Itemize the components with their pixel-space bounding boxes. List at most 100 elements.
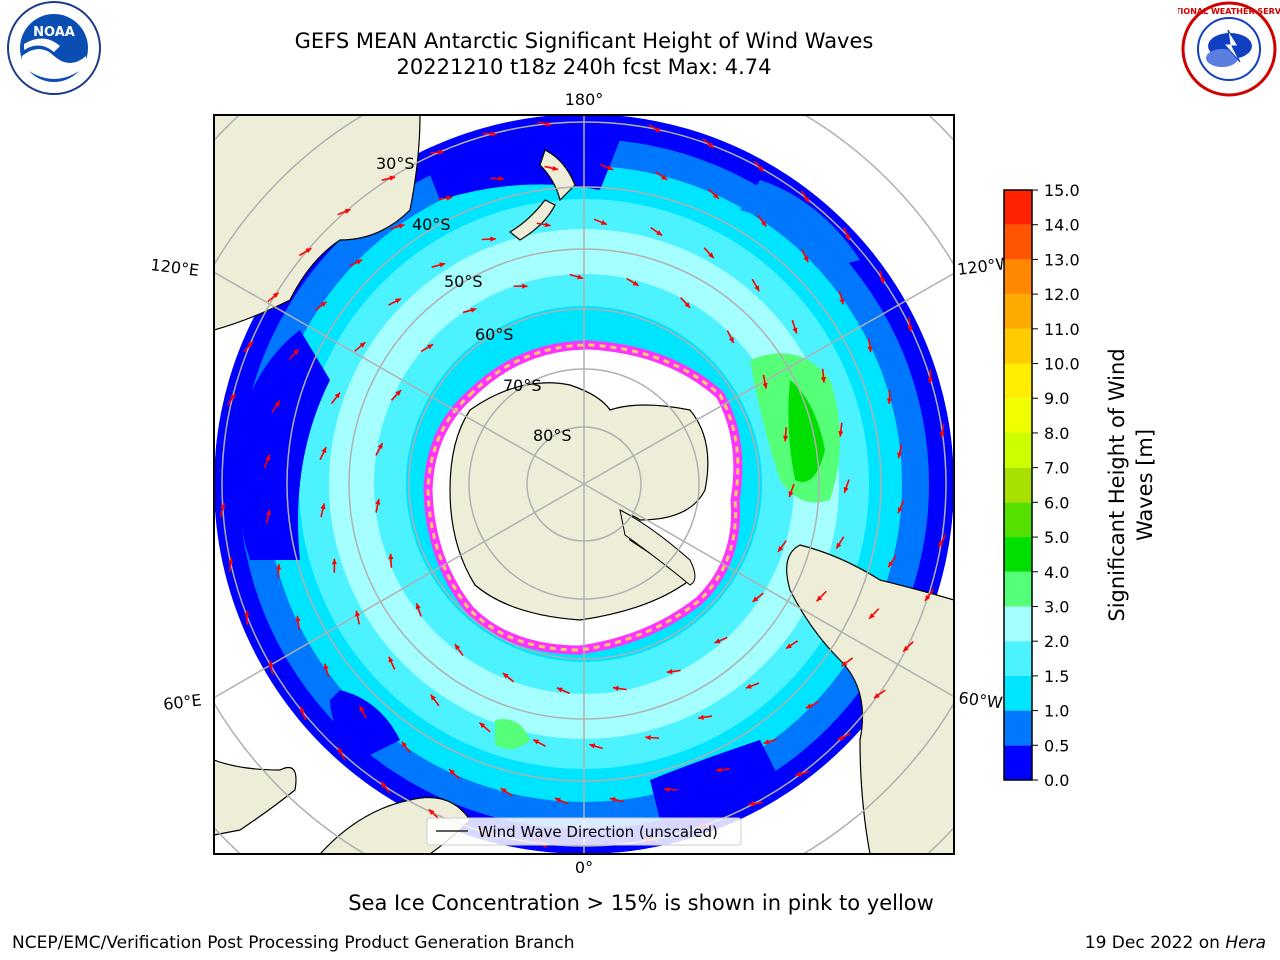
wind-arrow-head [752, 596, 759, 602]
wind-arrow-head [220, 503, 226, 510]
wind-arrow-head [228, 557, 234, 564]
wind-arrow-head [545, 121, 552, 127]
wind-arrow-head [395, 390, 402, 396]
wind-arrow-head [430, 694, 436, 701]
wind-arrow-head [903, 645, 909, 652]
wind-arrow-head [843, 486, 849, 493]
wind-arrow-head [938, 541, 944, 548]
colorbar-tick-label: 13.0 [1044, 250, 1080, 269]
wind-arrow-head [491, 131, 497, 137]
lon-label-180: 180° [565, 90, 604, 109]
wind-arrow-head [446, 195, 453, 201]
wind-arrow-head [788, 491, 794, 498]
colorbar-tick-label: 5.0 [1044, 528, 1069, 547]
wind-arrow-head [907, 326, 913, 332]
wind-arrow-head [502, 672, 509, 679]
colorbar-frame [1003, 189, 1033, 781]
colorbar-tick-label: 1.0 [1044, 702, 1069, 721]
wind-arrow-head [632, 280, 639, 286]
wind-arrow-head [334, 392, 341, 399]
colorbar-label-line2: Waves [m] [1133, 429, 1157, 541]
wind-arrow-head [888, 561, 894, 568]
wind-arrow-head [684, 302, 691, 308]
wind-arrow-head [836, 542, 842, 549]
wind-arrow-head [714, 638, 721, 644]
lon-label-60e: 60°E [162, 690, 202, 714]
wind-arrow-head [331, 558, 337, 565]
wind-arrow-head [897, 452, 903, 459]
wind-arrow-head [305, 248, 312, 254]
wind-arrow-head [359, 705, 365, 712]
wind-arrow-head [274, 400, 280, 407]
colorbar-segment [1004, 259, 1032, 295]
wind-arrow-head [401, 741, 408, 748]
figure-subtitle: 20221210 t18z 240h fcst Max: 4.74 [396, 55, 772, 79]
wind-arrow-head [479, 722, 486, 729]
wind-arrow-head [229, 393, 236, 400]
wind-arrow-head [552, 165, 559, 171]
colorbar-tick-label: 3.0 [1044, 597, 1069, 616]
wind-arrow-head [344, 208, 351, 214]
wind-arrow-head [886, 398, 893, 404]
wind-arrow-head [544, 222, 551, 228]
colorbar-segment [1004, 641, 1032, 676]
wind-arrow-head [927, 377, 933, 384]
noaa-logo: NOAA [7, 1, 101, 95]
colorbar-segment [1004, 294, 1032, 329]
wind-arrow-head [879, 277, 885, 284]
wind-arrow-head [321, 447, 327, 454]
wind-arrow-head [612, 685, 619, 691]
wind-arrow-head [838, 430, 844, 437]
colorbar-segment [1004, 190, 1032, 225]
colorbar-tick-label: 0.0 [1044, 771, 1069, 790]
antarctic-peninsula [619, 509, 696, 586]
lat-label-50s: 50°S [444, 272, 483, 291]
wind-arrow-head [758, 165, 764, 172]
wind-arrow-head [713, 193, 719, 199]
wind-arrow-head [354, 610, 361, 617]
sea-ice-edge [426, 343, 740, 652]
wind-arrow-head [867, 346, 873, 353]
colorbar-segment [1004, 328, 1032, 364]
wind-arrow-head [554, 797, 561, 803]
colorbar-segment [1004, 398, 1032, 433]
colorbar-tick-label: 9.0 [1044, 389, 1069, 408]
wind-arrow-head [760, 220, 767, 227]
nws-logo: NATIONAL WEATHER SERVICE [1178, 1, 1280, 97]
wind-arrow-head [745, 683, 752, 689]
colorbar-segment [1004, 710, 1032, 746]
wind-arrow-head [654, 126, 661, 132]
wind-arrow-head [395, 298, 402, 304]
colorbar-tick-label: 7.0 [1044, 459, 1069, 478]
colorbar-segment [1004, 224, 1032, 260]
wind-arrow-head [247, 341, 253, 348]
wind-arrow-head [844, 234, 850, 241]
graticule [214, 115, 954, 854]
lat-label-60s: 60°S [475, 325, 514, 344]
wind-arrow-head [377, 443, 383, 450]
wind-arrow-head [698, 714, 704, 720]
wind-arrow-head [924, 594, 931, 601]
wind-arrow-head [841, 660, 848, 667]
wind-arrow-head [498, 175, 504, 182]
wind-arrow-head [522, 283, 528, 289]
wind-arrow-head [323, 663, 329, 670]
wind-arrow-head [533, 739, 540, 745]
wind-arrow-head [293, 349, 299, 355]
wind-arrow-head [803, 256, 809, 263]
wind-arrow-head [754, 285, 760, 292]
wind-arrow-head [707, 142, 714, 148]
footer-date: 19 Dec 2022 on Hera [1085, 933, 1266, 953]
wind-arrow-head [268, 660, 274, 667]
wind-arrow-head [939, 431, 945, 438]
lon-label-0: 0° [575, 858, 593, 877]
wind-arrow-head [449, 769, 455, 775]
colorbar-tick-label: 0.5 [1044, 736, 1069, 755]
wind-arrow-head [381, 781, 387, 788]
wind-arrow-head [295, 615, 301, 622]
wind-arrow-head [804, 196, 810, 203]
colorbar-segment [1004, 363, 1032, 399]
wind-arrow-head [708, 252, 714, 259]
colorbar-segment [1004, 432, 1032, 468]
